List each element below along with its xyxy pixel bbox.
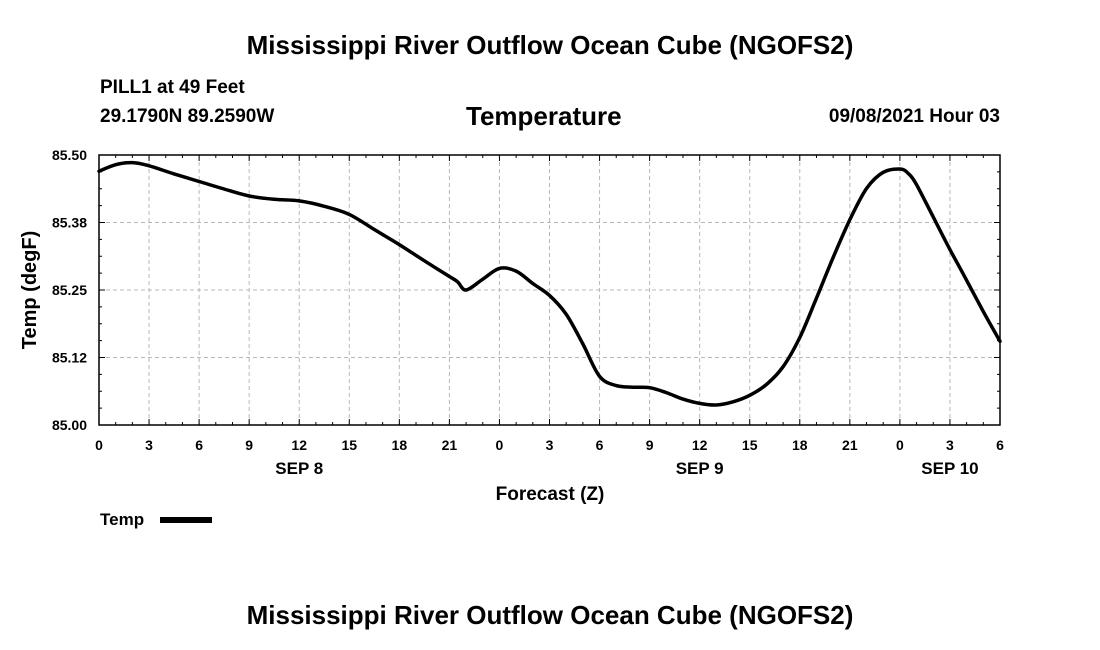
x-tick-label: 9 (245, 437, 253, 453)
x-tick-label: 3 (546, 437, 554, 453)
grid-lines (99, 155, 1000, 425)
page-footer-title: Mississippi River Outflow Ocean Cube (NG… (246, 600, 854, 630)
station-coordinates: 29.1790N 89.2590W (100, 106, 275, 127)
y-tick-label: 85.50 (52, 147, 87, 163)
x-tick-label: 9 (646, 437, 654, 453)
x-tick-label: 3 (145, 437, 153, 453)
legend-label-temp: Temp (100, 510, 144, 529)
x-tick-label: 15 (742, 437, 758, 453)
y-tick-label: 85.38 (52, 215, 87, 231)
x-tick-label: 0 (896, 437, 904, 453)
series-layer (97, 160, 1002, 407)
axes: 0 3 6 9 12 15 18 21 0 3 6 9 12 15 18 21 0 3 6 85.00 85.12 85.… (52, 147, 1004, 478)
x-tick-label: 0 (496, 437, 504, 453)
forecast-date: 09/08/2021 Hour 03 (828, 106, 1000, 127)
y-tick-label: 85.12 (52, 350, 87, 366)
plot-frame (98, 154, 1001, 426)
x-tick-label: 0 (95, 437, 103, 453)
x-axis-label: Forecast (Z) (496, 484, 605, 505)
x-day-label: SEP 9 (676, 459, 724, 478)
y-axis-label: Temp (degF) (19, 231, 41, 350)
x-tick-label: 15 (341, 437, 357, 453)
x-tick-label: 3 (946, 437, 954, 453)
x-day-label: SEP 10 (921, 459, 978, 478)
legend: Temp (100, 510, 212, 529)
y-tick-label: 85.25 (52, 282, 87, 298)
page-title: Mississippi River Outflow Ocean Cube (NG… (246, 30, 854, 60)
x-tick-label: 6 (596, 437, 604, 453)
x-tick-label: 6 (996, 437, 1004, 453)
x-day-label: SEP 8 (275, 459, 323, 478)
temp-series-line (97, 160, 1002, 407)
x-tick-label: 12 (291, 437, 307, 453)
x-tick-label: 18 (792, 437, 808, 453)
x-tick-label: 6 (195, 437, 203, 453)
x-tick-label: 12 (692, 437, 708, 453)
x-tick-label: 21 (842, 437, 858, 453)
station-label: PILL1 at 49 Feet (100, 77, 245, 98)
x-tick-label: 21 (442, 437, 458, 453)
x-tick-label: 18 (392, 437, 408, 453)
y-tick-label: 85.00 (52, 417, 87, 433)
chart-title: Temperature (466, 101, 622, 131)
